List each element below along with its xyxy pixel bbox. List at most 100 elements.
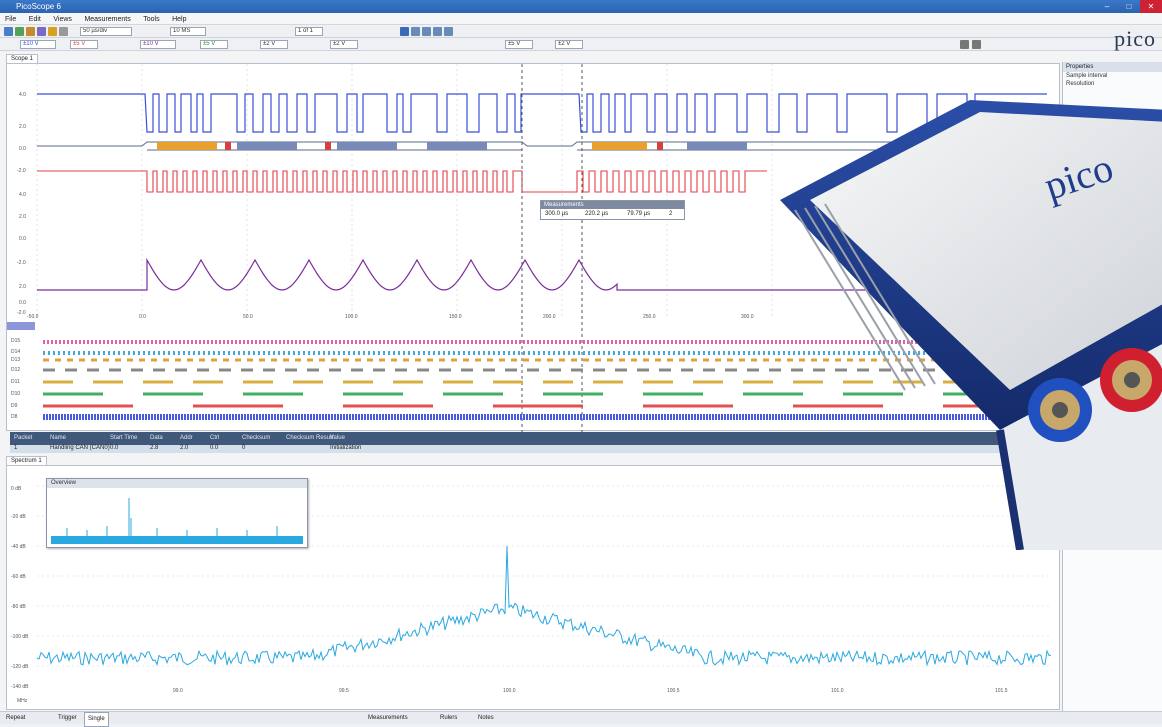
scope-y-label: -2.0 [17,260,26,266]
menu-help[interactable]: Help [172,16,187,23]
menu-bar: File Edit Views Measurements Tools Help [0,13,1162,25]
scope-y-label: 0.0 [19,146,26,152]
digital-channels [43,340,1047,420]
close-icon[interactable]: ✕ [1140,0,1162,13]
decoder-col-value[interactable]: Value [330,435,345,441]
channel-d-range[interactable]: ±5 V [200,40,228,49]
zoom-out-icon[interactable] [422,27,431,36]
status-mode[interactable]: Repeat [6,715,26,721]
menu-views[interactable]: Views [53,16,72,23]
decoder-col-data[interactable]: Data [150,435,163,441]
table-row[interactable]: 1 Handling CAN (CAN0) 0.0 2.8 2.0 0.0 0 … [10,445,1060,453]
overview-plot [51,498,303,544]
properties-panel: Properties Sample interval Resolution [1062,62,1162,712]
properties-row: Sample interval [1066,73,1108,79]
decoder-col-ctrl[interactable]: Ctrl [210,435,220,441]
menu-tools[interactable]: Tools [143,16,160,23]
decoder-col-name[interactable]: Name [50,435,67,441]
scope-y-label: 0.0 [19,236,26,242]
decoder-col-start[interactable]: Start Time [110,435,138,441]
spectrum-plot [36,485,1052,667]
hand-tool-icon[interactable] [400,27,409,36]
menu-edit[interactable]: Edit [28,16,41,23]
scope-x-label: 300.0 [741,314,754,320]
channel-a-trace [37,93,1047,133]
samples-select[interactable]: 10 MS [170,27,206,36]
scope-y-label: 2.0 [19,214,26,220]
digital-label: D15 [11,338,21,344]
scope-x-label: 200.0 [543,314,556,320]
window-title: PicoScope 6 [16,2,61,11]
scope-x-label: 50.0 [243,314,253,320]
channel-b-trace [37,170,767,193]
spectrum-x-label: 99.0 [173,688,183,694]
channel-h-range[interactable]: ±2 V [555,40,583,49]
measurements-button[interactable]: Measurements [368,715,408,721]
channel-f-range[interactable]: ±2 V [330,40,358,49]
channel-e-range[interactable]: ±2 V [260,40,288,49]
digital-label: D10 [11,391,21,397]
tab-scope[interactable]: Scope 1 [6,54,39,63]
notes-button[interactable]: Notes [478,715,494,721]
capture-counter[interactable]: 1 of 1 [295,27,323,36]
scope-x-label: 150.0 [449,314,462,320]
spectrum-mode-icon[interactable] [15,27,24,36]
spectrum-x-unit: MHz [17,698,28,704]
trigger-label: Trigger [58,715,77,721]
spectrum-y-label: -120 dB [11,664,29,670]
decoder-col-checksum-result[interactable]: Checksum Result [286,435,334,441]
spectrum-y-label: -140 dB [11,684,29,690]
ruler-icon[interactable] [972,40,981,49]
scope-y-label: -2.0 [17,310,26,316]
trigger-mode-select[interactable]: Single [84,712,109,727]
persistence-icon[interactable] [26,27,35,36]
spectrum-x-label: 100.0 [503,688,516,694]
scope-mode-icon[interactable] [4,27,13,36]
scope-y-label: 0.0 [19,300,26,306]
spectrum-y-label: -80 dB [11,604,26,610]
channel-a-range[interactable]: ±10 V [20,40,56,49]
undo-zoom-icon[interactable] [444,27,453,36]
scope-y-label: 2.0 [19,124,26,130]
scope-x-label: 250.0 [643,314,656,320]
pico-logo: pico [1114,26,1156,51]
spectrum-overview-window[interactable]: Overview [46,478,308,548]
measurement-popup[interactable]: Measurements 300.0 µs 220.2 µs 79.79 µs … [540,200,685,220]
channel-c-trace [37,257,1047,291]
overview-title: Overview [47,479,307,488]
scope-view: 4.0 2.0 0.0 -2.0 4.0 2.0 0.0 -2.0 2.0 0.… [6,63,1060,432]
zoom-icon[interactable] [59,27,68,36]
measurement-title: Measurements [541,201,684,209]
channel-c-range[interactable]: ±10 V [140,40,176,49]
timebase-select[interactable]: 50 µs/div [80,27,132,36]
maximize-icon[interactable]: □ [1126,2,1132,11]
rulers-button[interactable]: Rulers [440,715,458,721]
minimize-icon[interactable]: – [1104,2,1110,11]
digital-label: D9 [11,403,18,409]
settings-icon[interactable] [37,27,46,36]
title-bar: PicoScope 6 – □ ✕ [0,0,1162,13]
scope-y-label: 4.0 [19,192,26,198]
scope-x-label: 100.0 [345,314,358,320]
tab-spectrum[interactable]: Spectrum 1 [6,456,47,465]
digital-label: D13 [11,357,21,363]
grid-icon[interactable] [960,40,969,49]
zoom-fit-icon[interactable] [433,27,442,36]
capture-toolbar: 50 µs/div 10 MS 1 of 1 [0,25,1162,38]
channel-b-range[interactable]: ±5 V [70,40,98,49]
decoder-col-addr[interactable]: Addr [180,435,193,441]
spectrum-x-label: 101.5 [995,688,1008,694]
spectrum-x-label: 100.5 [667,688,680,694]
menu-measurements[interactable]: Measurements [84,16,131,23]
spectrum-x-label: 101.0 [831,688,844,694]
tools-icon[interactable] [48,27,57,36]
channel-toolbar: ±10 V ±5 V ±10 V ±5 V ±2 V ±2 V ±5 V ±2 … [0,38,1162,51]
channel-g-range[interactable]: ±5 V [505,40,533,49]
measurement-value: 2 [669,211,673,217]
decoder-col-checksum[interactable]: Checksum [242,435,271,441]
decoder-col-packet[interactable]: Packet [14,435,33,441]
status-bar: Repeat Trigger Single Measurements Ruler… [0,711,1162,727]
zoom-in-icon[interactable] [411,27,420,36]
menu-file[interactable]: File [5,16,17,23]
